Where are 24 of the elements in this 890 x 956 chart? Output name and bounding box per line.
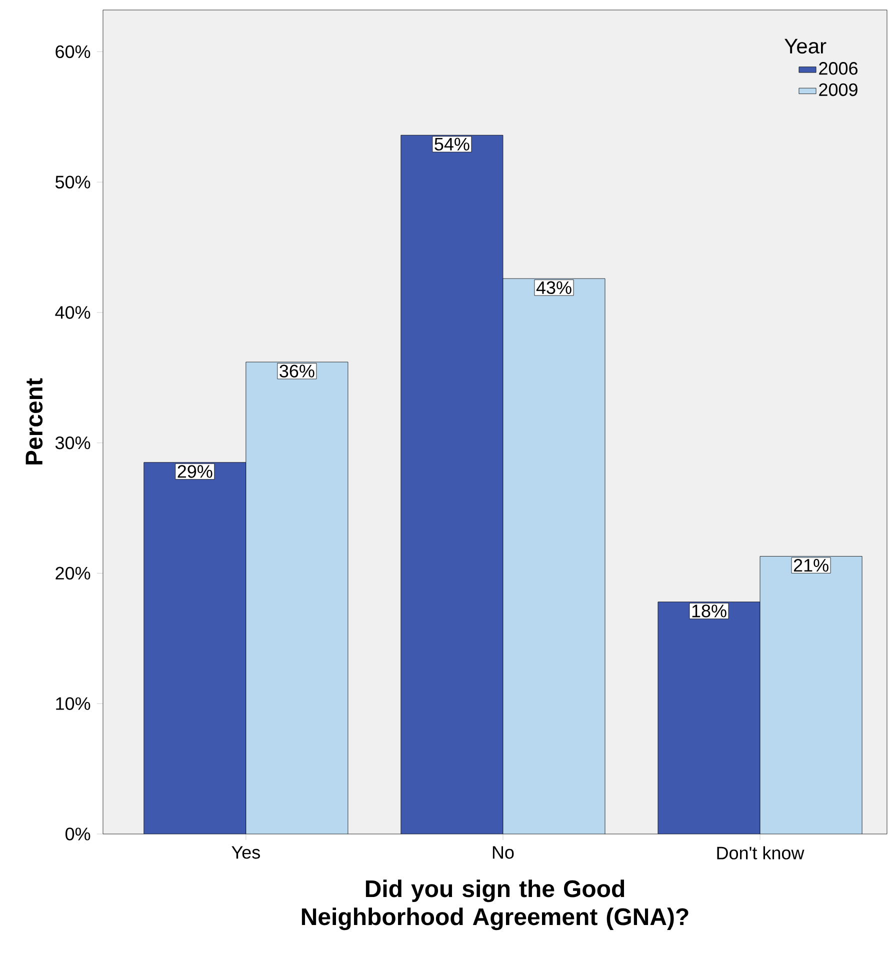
legend-label: 2006 [819, 62, 858, 75]
x-tick-label: No [492, 846, 514, 859]
x-axis-title: Did you sign the Good Neighborhood Agreement (GNA)? [302, 880, 688, 930]
bar [246, 362, 348, 834]
data-label: 18% [692, 604, 726, 618]
y-tick-label: 30% [55, 436, 90, 450]
x-tick-label: Yes [232, 846, 260, 859]
data-label: 54% [434, 138, 470, 151]
legend-label: 2009 [819, 83, 858, 96]
bar [760, 556, 862, 834]
data-label: 21% [794, 558, 828, 572]
data-label: 43% [536, 281, 572, 294]
bar [502, 278, 606, 834]
x-tick-label: Don't know [717, 846, 804, 860]
y-tick-label: 40% [55, 306, 90, 319]
data-label: 29% [178, 465, 212, 478]
y-tick-label: 20% [56, 566, 90, 580]
y-axis-title: Percent [26, 378, 43, 464]
y-tick-label: 50% [55, 176, 90, 188]
y-tick-label: 10% [56, 697, 90, 710]
y-tick-label: 0% [65, 828, 90, 840]
legend-title: Year [784, 38, 826, 54]
y-tick-label: 60% [56, 45, 90, 58]
data-label: 36% [280, 364, 314, 378]
